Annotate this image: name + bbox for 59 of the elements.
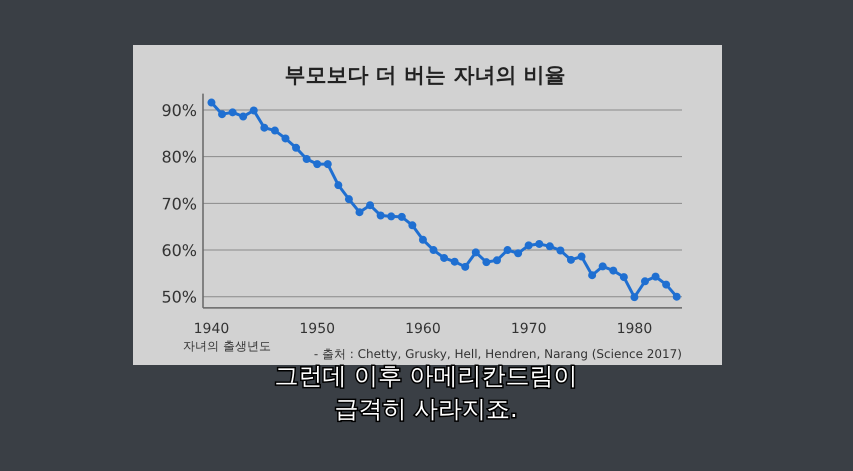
point (662, 280, 670, 289)
point (366, 201, 374, 210)
point (578, 252, 586, 261)
point (292, 144, 300, 152)
point (546, 242, 554, 250)
point (228, 108, 237, 116)
text: 그런데 이후 아메리칸드림이 급격히 사라지죠. (274, 362, 578, 423)
point (524, 241, 533, 250)
point (260, 124, 268, 132)
point (640, 277, 649, 286)
point (472, 248, 480, 256)
point (313, 160, 322, 168)
text: - 출처 : Chetty, Grusky, Hell, Hendren, Narang (Science 2017) (314, 346, 682, 361)
x-tick-label: 1980 (616, 320, 652, 337)
x-axis-title: 자녀의 출생년도 (183, 338, 271, 353)
point (387, 212, 396, 220)
point (492, 256, 501, 264)
point (609, 266, 618, 275)
point (270, 126, 279, 135)
point (418, 236, 427, 244)
point (566, 256, 575, 264)
y-tick-label: 90% (161, 100, 197, 120)
x-tick-label: 1960 (405, 320, 441, 337)
point (239, 112, 248, 121)
point (672, 292, 681, 301)
point (207, 98, 216, 107)
point (482, 258, 490, 266)
y-tick-label: 70% (161, 194, 197, 214)
point (450, 258, 459, 266)
point (281, 134, 290, 142)
point (588, 271, 596, 280)
point (620, 273, 628, 282)
point (302, 155, 311, 164)
point (556, 246, 564, 254)
point (598, 262, 607, 270)
point (504, 246, 512, 254)
point (334, 181, 342, 190)
point (398, 212, 406, 221)
point (355, 208, 364, 216)
y-tick-label: 60% (161, 241, 197, 260)
point (408, 221, 416, 230)
point (376, 211, 385, 220)
x-tick-label: 1970 (510, 320, 546, 337)
point (324, 160, 332, 168)
point (630, 293, 638, 302)
point (250, 106, 258, 114)
chart-title: 부모보다 더 버는 자녀의 비율 (284, 63, 566, 87)
point (652, 272, 660, 281)
x-tick-label: 1940 (194, 320, 230, 337)
point (218, 110, 226, 118)
point (344, 195, 353, 204)
x-tick-label: 1950 (299, 320, 336, 337)
point (440, 254, 448, 262)
y-tick-label: 50% (161, 288, 197, 307)
point (430, 246, 438, 254)
point (514, 249, 522, 258)
point (461, 262, 470, 271)
point (535, 240, 544, 248)
y-tick-label: 80% (161, 148, 197, 167)
